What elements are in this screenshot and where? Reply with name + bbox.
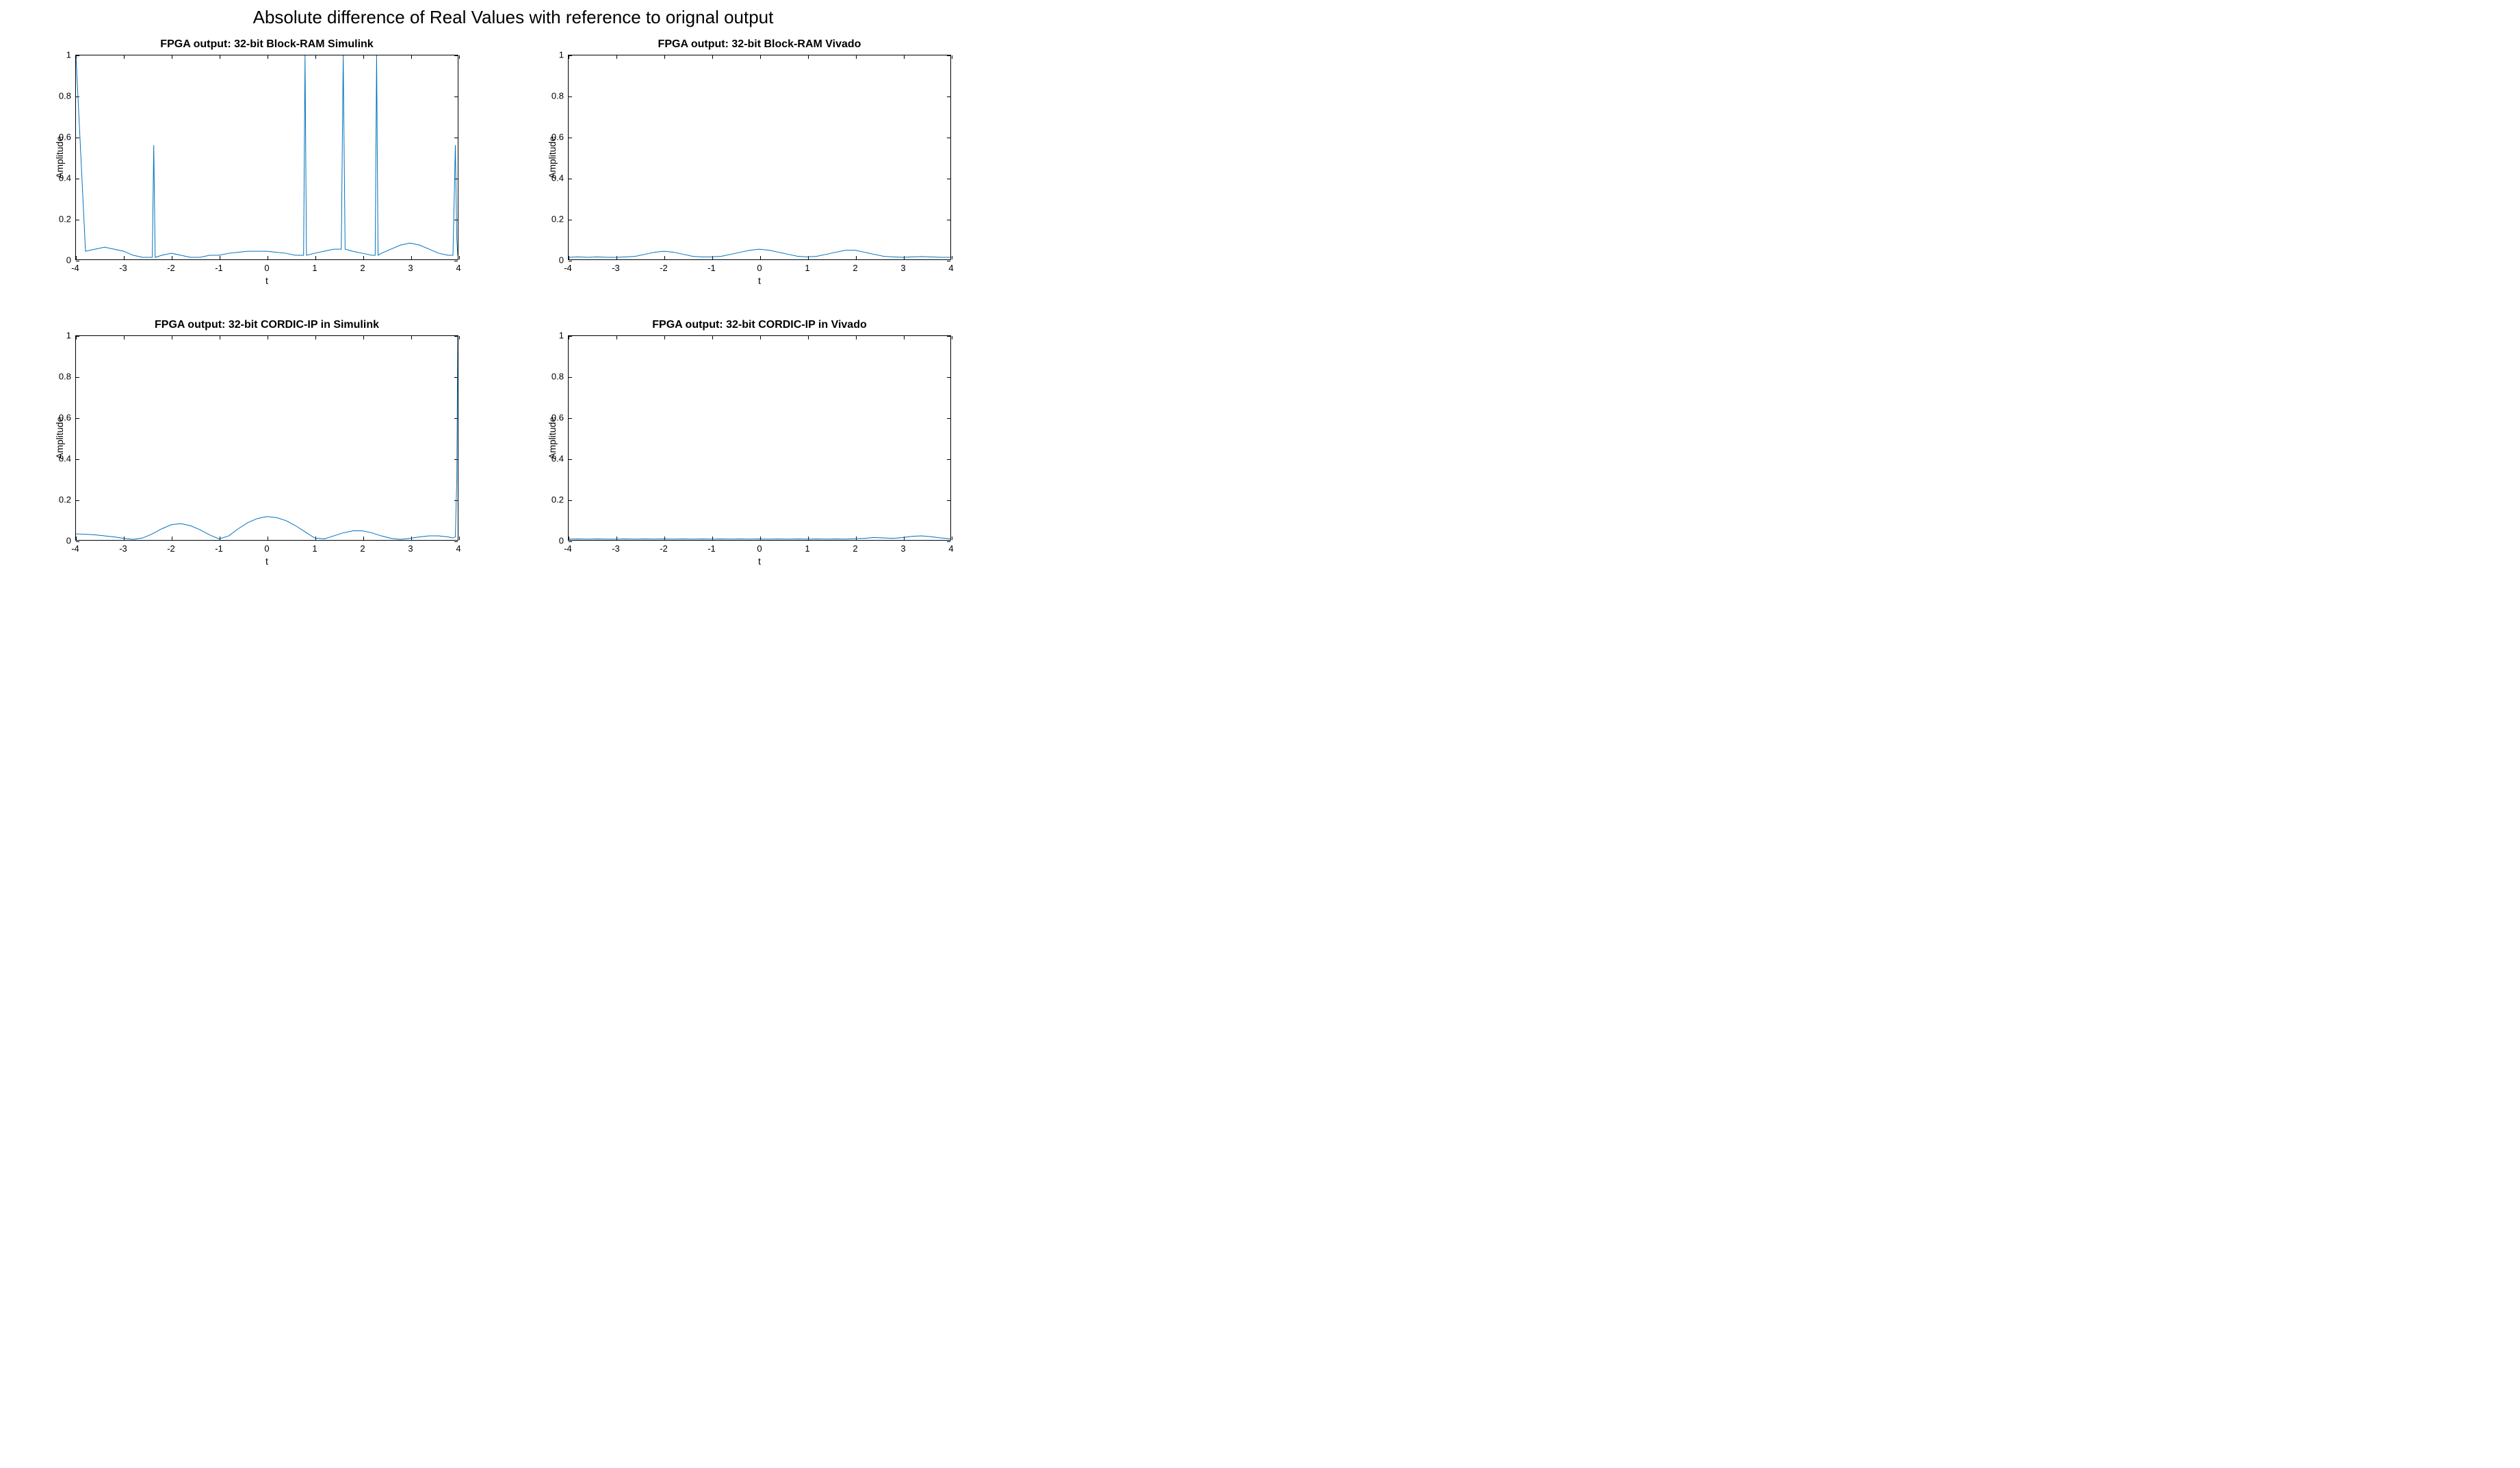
- xlabel: t: [75, 556, 458, 567]
- xtick-label: -2: [660, 543, 668, 554]
- subplot-title: FPGA output: 32-bit CORDIC-IP in Vivado: [568, 319, 951, 331]
- xtick-label: 3: [900, 263, 905, 273]
- xtick: [459, 537, 460, 540]
- ytick-label: 0.2: [59, 214, 71, 224]
- xtick-label: -3: [119, 543, 127, 554]
- series-line: [569, 536, 950, 539]
- xtick-label: -1: [215, 263, 223, 273]
- line-plot: [569, 336, 950, 540]
- ytick: [454, 541, 458, 542]
- ytick-label: 0: [559, 536, 564, 546]
- xtick-label: 3: [900, 543, 905, 554]
- series-line: [76, 55, 458, 257]
- subplot-0: FPGA output: 32-bit Block-RAM Simulink00…: [75, 55, 458, 260]
- xtick-label: -1: [707, 543, 716, 554]
- xtick-label: 1: [312, 263, 317, 273]
- xtick-label: 4: [948, 263, 953, 273]
- xtick-label: 2: [853, 263, 857, 273]
- ylabel: Amplitude: [54, 417, 65, 459]
- ytick-label: 0.8: [59, 91, 71, 101]
- xtick-label: 2: [360, 543, 365, 554]
- xtick-label: 2: [360, 263, 365, 273]
- xtick: [459, 256, 460, 259]
- line-plot: [76, 336, 458, 540]
- xtick-label: -4: [71, 543, 79, 554]
- xtick-label: 3: [408, 263, 413, 273]
- ytick-label: 0: [66, 536, 71, 546]
- axes: [75, 55, 458, 260]
- xtick-label: 0: [264, 263, 269, 273]
- subplot-3: FPGA output: 32-bit CORDIC-IP in Vivado0…: [568, 335, 951, 541]
- xtick-label: -2: [660, 263, 668, 273]
- xtick-label: 3: [408, 543, 413, 554]
- xtick-label: 0: [264, 543, 269, 554]
- ytick-label: 0.8: [551, 372, 564, 382]
- subplot-1: FPGA output: 32-bit Block-RAM Vivado00.2…: [568, 55, 951, 260]
- xtick-label: 4: [456, 543, 460, 554]
- ytick-label: 1: [66, 50, 71, 60]
- ytick: [947, 541, 950, 542]
- xtick-label: 1: [805, 543, 809, 554]
- xtick-label: 2: [853, 543, 857, 554]
- xlabel: t: [568, 275, 951, 286]
- xtick-label: -3: [119, 263, 127, 273]
- xtick-label: 4: [948, 543, 953, 554]
- ytick: [76, 541, 79, 542]
- xtick-label: -4: [71, 263, 79, 273]
- xtick-label: 1: [805, 263, 809, 273]
- ylabel: Amplitude: [547, 417, 558, 459]
- xlabel: t: [75, 275, 458, 286]
- ytick-label: 0.2: [551, 495, 564, 505]
- xtick-label: -4: [564, 543, 572, 554]
- line-plot: [569, 55, 950, 259]
- xtick-label: -1: [215, 543, 223, 554]
- axes: [568, 55, 951, 260]
- xtick-label: -2: [167, 543, 175, 554]
- series-line: [76, 336, 458, 539]
- xtick-label: 4: [456, 263, 460, 273]
- subplot-title: FPGA output: 32-bit CORDIC-IP in Simulin…: [75, 319, 458, 331]
- xlabel: t: [568, 556, 951, 567]
- xtick: [459, 336, 460, 339]
- xtick: [459, 55, 460, 59]
- ytick-label: 0: [66, 255, 71, 266]
- ytick: [569, 541, 572, 542]
- ytick-label: 0.2: [59, 495, 71, 505]
- ytick-label: 0.2: [551, 214, 564, 224]
- subplot-title: FPGA output: 32-bit Block-RAM Vivado: [568, 38, 951, 51]
- axes: [75, 335, 458, 541]
- xtick-label: -2: [167, 263, 175, 273]
- ylabel: Amplitude: [54, 136, 65, 179]
- xtick-label: -3: [612, 543, 620, 554]
- xtick-label: 0: [757, 263, 762, 273]
- xtick-label: -1: [707, 263, 716, 273]
- ytick-label: 1: [559, 331, 564, 341]
- ytick-label: 1: [559, 50, 564, 60]
- series-line: [569, 249, 950, 257]
- ytick-label: 0.8: [59, 372, 71, 382]
- xtick-label: -4: [564, 263, 572, 273]
- subplot-title: FPGA output: 32-bit Block-RAM Simulink: [75, 38, 458, 51]
- ytick-label: 1: [66, 331, 71, 341]
- line-plot: [76, 55, 458, 259]
- ylabel: Amplitude: [547, 136, 558, 179]
- figure: Absolute difference of Real Values with …: [0, 0, 1026, 597]
- xtick-label: 1: [312, 543, 317, 554]
- ytick-label: 0.8: [551, 91, 564, 101]
- figure-suptitle: Absolute difference of Real Values with …: [0, 7, 1026, 28]
- ytick-label: 0: [559, 255, 564, 266]
- xtick-label: 0: [757, 543, 762, 554]
- axes: [568, 335, 951, 541]
- xtick-label: -3: [612, 263, 620, 273]
- subplot-2: FPGA output: 32-bit CORDIC-IP in Simulin…: [75, 335, 458, 541]
